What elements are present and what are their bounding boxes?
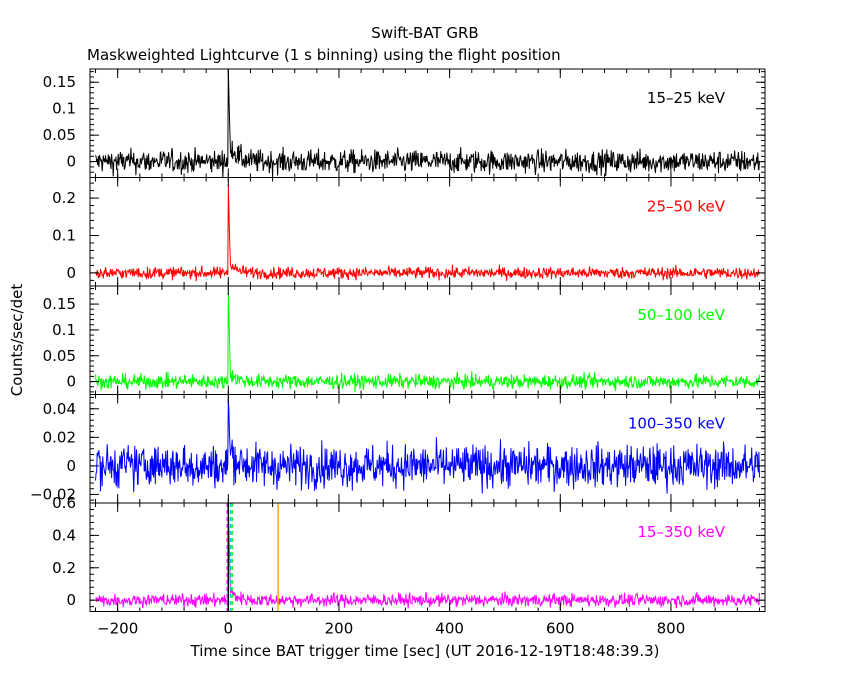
panel-label: 100–350 keV — [628, 415, 726, 433]
y-tick-label: 0.1 — [52, 100, 76, 118]
x-tick-label: −200 — [97, 620, 138, 638]
y-tick-label: 0.05 — [43, 126, 76, 144]
y-tick-label: 0.1 — [52, 226, 76, 244]
panel-3: 0 0.05 0.1 0.15 50–100 keV — [43, 285, 766, 395]
panel-label: 25–50 keV — [647, 198, 726, 216]
panel-label: 50–100 keV — [637, 306, 725, 324]
panel-4: −0.02 0 0.02 0.04 100–350 keV — [30, 394, 766, 504]
y-tick-label: 0.1 — [52, 321, 76, 339]
y-tick-label: 0 — [66, 373, 76, 391]
x-axis-label: Time since BAT trigger time [sec] (UT 20… — [190, 642, 660, 660]
panel-5: 0 0.2 0.4 0.6 15–350 keV — [52, 494, 766, 612]
y-tick-label: 0 — [66, 153, 76, 171]
y-tick-label: 0.04 — [43, 400, 76, 418]
panel-2: 0 0.1 0.2 25–50 keV — [52, 177, 766, 287]
panel-1: 0 0.05 0.1 0.15 15–25 keV — [43, 68, 766, 178]
y-tick-label: 0.2 — [52, 559, 76, 577]
panels-group: 0 0.05 0.1 0.15 15–25 keV 0 0.1 0.2 25–50 keV 0 0.… — [30, 68, 766, 638]
series-line — [95, 184, 760, 282]
y-tick-label: 0.6 — [52, 494, 76, 512]
y-tick-label: −0.02 — [30, 485, 76, 503]
panel-label: 15–25 keV — [647, 89, 726, 107]
x-tick-label: 400 — [435, 620, 464, 638]
y-tick-label: 0.05 — [43, 347, 76, 365]
x-tick-label: 600 — [546, 620, 575, 638]
series-line — [95, 290, 760, 393]
y-tick-label: 0 — [66, 591, 76, 609]
y-axis-label: Counts/sec/det — [8, 284, 26, 397]
panel-label: 15–350 keV — [637, 523, 725, 541]
x-tick-label: 200 — [325, 620, 354, 638]
y-tick-label: 0 — [66, 457, 76, 475]
series-line — [95, 502, 760, 609]
x-tick-label: 0 — [224, 620, 234, 638]
y-tick-label: 0.4 — [52, 526, 76, 544]
series-line — [95, 68, 760, 178]
chart-subtitle: Maskweighted Lightcurve (1 s binning) us… — [87, 46, 561, 64]
y-tick-label: 0.2 — [52, 189, 76, 207]
chart-title: Swift-BAT GRB — [371, 24, 478, 42]
y-tick-label: 0.15 — [43, 73, 76, 91]
y-tick-label: 0.15 — [43, 295, 76, 313]
y-tick-label: 0 — [66, 264, 76, 282]
x-tick-label: 800 — [657, 620, 686, 638]
panel-frame — [89, 394, 766, 504]
y-tick-label: 0.02 — [43, 428, 76, 446]
series-line — [95, 398, 760, 494]
